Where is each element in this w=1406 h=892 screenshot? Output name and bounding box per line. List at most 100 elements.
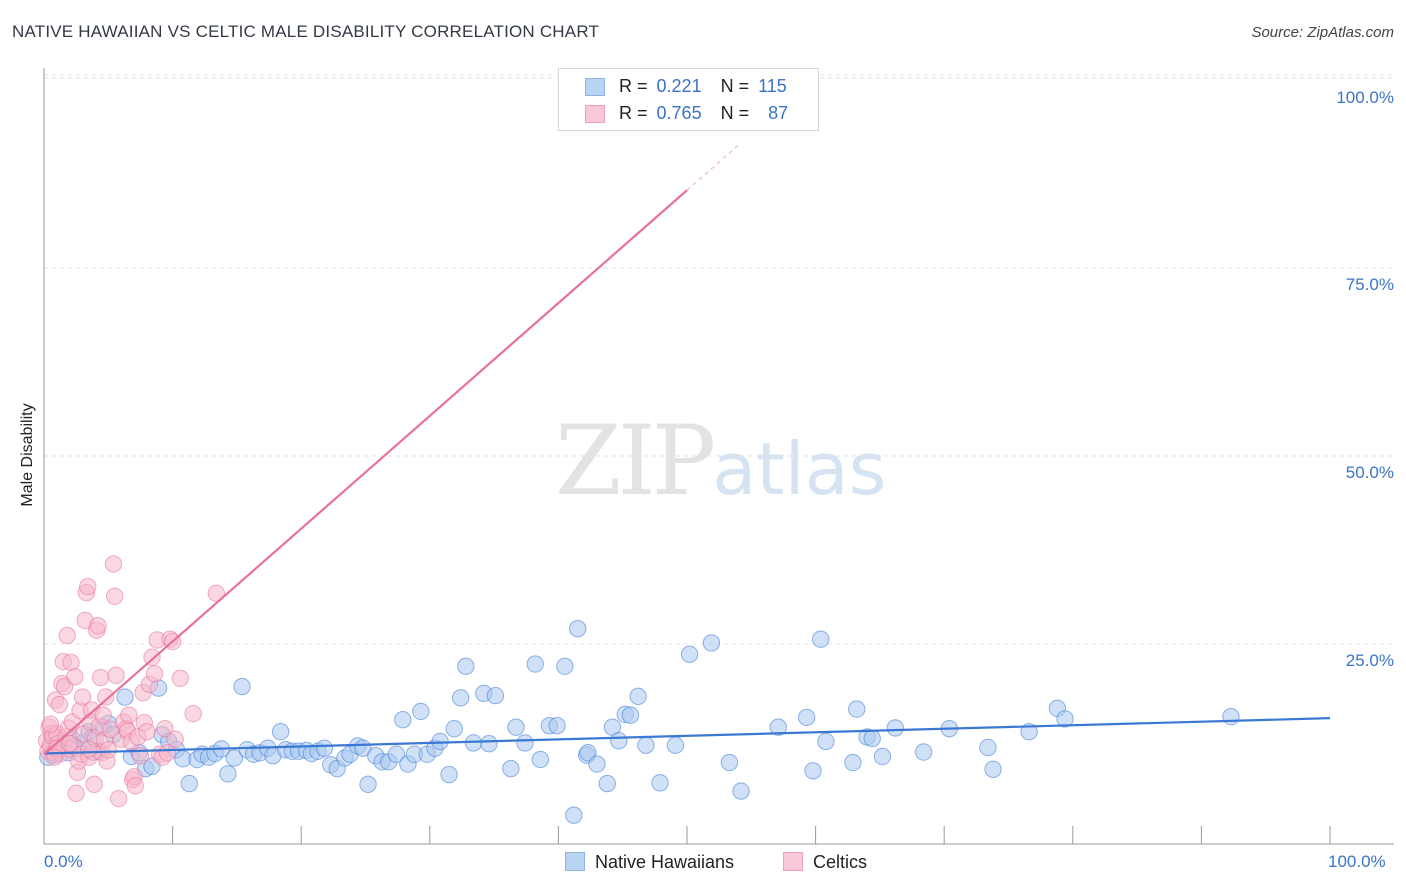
- data-point-native-hawaiian: [233, 677, 251, 696]
- data-point-celtic: [171, 669, 190, 688]
- data-point-native-hawaiian: [180, 774, 199, 793]
- n-value: 115: [758, 76, 787, 96]
- data-point-celtic: [41, 715, 60, 733]
- n-label: N =: [720, 103, 750, 123]
- data-point-celtic: [58, 626, 76, 645]
- watermark-atlas: atlas: [712, 427, 887, 511]
- legend-swatch-blue: [585, 78, 605, 96]
- data-point-native-hawaiian: [680, 645, 699, 663]
- data-point-celtic: [94, 706, 112, 724]
- data-point-celtic: [89, 616, 107, 635]
- data-point-native-hawaiian: [769, 718, 788, 736]
- series-legend: Native Hawaiians Celtics: [0, 852, 1406, 878]
- data-point-native-hawaiian: [412, 702, 430, 721]
- data-point-native-hawaiian: [464, 734, 483, 752]
- data-point-native-hawaiian: [637, 736, 655, 754]
- n-value: 87: [768, 103, 789, 123]
- r-label: R =: [619, 76, 648, 96]
- data-point-celtic: [62, 653, 80, 672]
- data-point-native-hawaiian: [486, 686, 505, 705]
- data-point-celtic: [145, 665, 164, 683]
- data-point-native-hawaiian: [445, 719, 463, 738]
- data-point-native-hawaiian: [531, 750, 550, 769]
- legend-item-native-hawaiians: Native Hawaiians: [565, 852, 734, 873]
- legend-label: Native Hawaiians: [595, 852, 735, 872]
- stats-legend: R = 0.221 N = 115 R = 0.765 N = 87: [558, 68, 819, 131]
- data-point-celtic: [166, 730, 184, 748]
- data-point-native-hawaiian: [451, 689, 470, 707]
- data-point-celtic: [50, 695, 69, 714]
- legend-swatch-blue: [565, 852, 585, 871]
- n-label: N =: [720, 76, 750, 96]
- data-point-celtic: [120, 706, 138, 724]
- data-point-celtic: [97, 688, 115, 706]
- data-point-native-hawaiian: [588, 755, 606, 773]
- data-point-celtic: [80, 740, 98, 758]
- data-point-native-hawaiian: [394, 710, 412, 729]
- legend-stats: R = 0.765 N = 87: [619, 103, 788, 124]
- data-point-native-hawaiian: [804, 762, 822, 780]
- data-point-celtic: [143, 648, 161, 666]
- data-point-celtic: [109, 789, 128, 808]
- data-point-native-hawaiian: [848, 700, 866, 718]
- data-point-native-hawaiian: [457, 657, 475, 675]
- data-point-celtic: [207, 584, 226, 603]
- r-label: R =: [619, 103, 648, 123]
- data-point-native-hawaiian: [598, 774, 616, 793]
- data-point-native-hawaiian: [797, 708, 816, 727]
- data-point-celtic: [138, 722, 156, 741]
- data-point-native-hawaiian: [568, 619, 587, 638]
- data-point-native-hawaiian: [556, 657, 574, 675]
- data-point-native-hawaiian: [526, 655, 544, 673]
- chart-title: NATIVE HAWAIIAN VS CELTIC MALE DISABILIT…: [12, 22, 600, 41]
- y-tick-label: 25.0%: [1345, 651, 1394, 670]
- data-point-native-hawaiian: [502, 759, 520, 778]
- data-point-native-hawaiian: [548, 716, 566, 735]
- data-point-native-hawaiian: [817, 732, 835, 751]
- watermark-zip: ZIP: [555, 405, 716, 517]
- trend-line-celtics-extension: [686, 144, 739, 191]
- data-point-celtic: [156, 719, 174, 738]
- data-point-native-hawaiian: [979, 738, 997, 757]
- y-tick-label: 100.0%: [1336, 88, 1394, 107]
- data-point-native-hawaiian: [480, 735, 498, 753]
- chart-source: Source: ZipAtlas.com: [1251, 24, 1394, 41]
- data-point-native-hawaiian: [886, 719, 905, 737]
- r-value: 0.765: [656, 103, 702, 123]
- data-point-native-hawaiian: [1056, 710, 1074, 728]
- data-point-native-hawaiian: [271, 722, 290, 741]
- watermark: ZIPatlas: [555, 405, 886, 517]
- data-point-celtic: [106, 587, 124, 606]
- data-point-celtic: [158, 744, 177, 762]
- y-tick-label: 50.0%: [1345, 463, 1394, 482]
- data-point-native-hawaiian: [651, 774, 669, 792]
- data-point-native-hawaiian: [507, 718, 525, 736]
- data-point-native-hawaiian: [812, 630, 830, 648]
- data-point-native-hawaiian: [873, 747, 892, 766]
- data-point-celtic: [184, 704, 202, 723]
- data-point-native-hawaiian: [225, 749, 244, 767]
- legend-stats: R = 0.221 N = 115: [619, 76, 787, 97]
- data-point-native-hawaiian: [914, 743, 933, 761]
- legend-swatch-pink: [585, 105, 605, 123]
- data-point-native-hawaiian: [516, 734, 534, 752]
- data-point-native-hawaiian: [984, 760, 1002, 778]
- data-point-celtic: [99, 741, 118, 759]
- data-point-native-hawaiian: [315, 739, 334, 757]
- data-point-native-hawaiian: [702, 634, 721, 652]
- data-point-native-hawaiian: [440, 765, 458, 784]
- data-point-native-hawaiian: [621, 706, 640, 724]
- data-point-native-hawaiian: [387, 745, 406, 763]
- data-point-native-hawaiian: [219, 765, 237, 783]
- r-value: 0.221: [656, 76, 702, 96]
- data-point-celtic: [104, 555, 123, 573]
- data-point-celtic: [73, 688, 92, 706]
- data-point-celtic: [67, 784, 85, 803]
- legend-swatch-pink: [783, 852, 803, 871]
- trend-line-native-hawaiians: [43, 717, 1331, 755]
- data-point-native-hawaiian: [565, 806, 583, 824]
- data-point-native-hawaiian: [610, 732, 628, 750]
- trend-line-celtics: [43, 189, 688, 756]
- data-point-native-hawaiian: [863, 729, 881, 748]
